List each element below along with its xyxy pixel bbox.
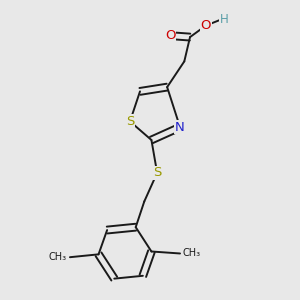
Text: H: H (220, 14, 229, 26)
Text: CH₃: CH₃ (183, 248, 201, 259)
Text: CH₃: CH₃ (49, 252, 67, 262)
Text: O: O (165, 29, 175, 42)
Text: S: S (126, 115, 134, 128)
Text: N: N (175, 121, 185, 134)
Text: S: S (153, 167, 161, 179)
Text: O: O (200, 19, 211, 32)
